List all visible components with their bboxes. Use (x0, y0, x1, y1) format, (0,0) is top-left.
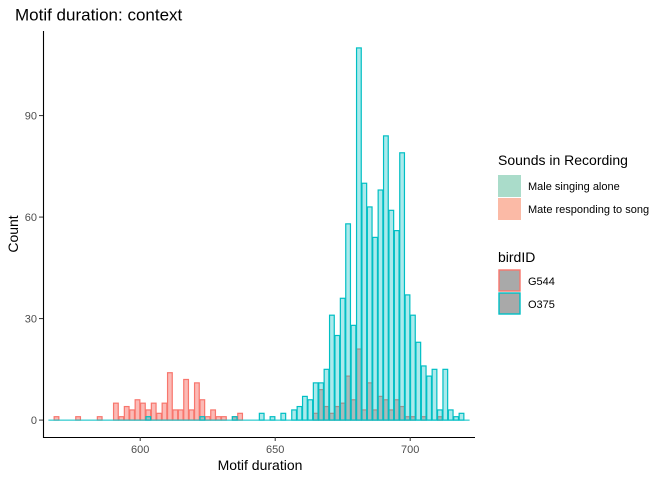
bars-layer (48, 47, 470, 421)
bar-o375-698 (404, 294, 411, 421)
bar-o375-644 (258, 412, 265, 421)
bar-g544-592 (118, 416, 125, 421)
bar-o375-694 (393, 230, 400, 421)
bar-g544-576 (75, 416, 82, 421)
x-tick-label-700: 700 (401, 444, 419, 456)
bar-o375-674 (339, 297, 346, 421)
bar-o375-682 (361, 182, 368, 421)
bar-o375-666 (318, 382, 325, 421)
bar-g544-614 (177, 409, 184, 421)
bar-o375-686 (372, 236, 379, 421)
x-tick-label-600: 600 (131, 444, 149, 456)
bar-o375-662 (307, 399, 314, 421)
x-tick-label-650: 650 (266, 444, 284, 456)
bar-o375-692 (388, 209, 395, 421)
bar-o375-704 (420, 365, 427, 421)
bar-o375-706 (426, 375, 433, 421)
bar-o375-696 (399, 152, 406, 421)
bar-g544-596 (129, 409, 136, 421)
bar-g544-610 (166, 372, 173, 421)
bar-o375-678 (350, 324, 357, 421)
bar-o375-652 (280, 412, 287, 421)
legend-key-mate-responding-to-song (498, 198, 521, 220)
bar-g544-600 (139, 402, 146, 421)
bar-o375-714 (447, 409, 454, 421)
bar-o375-658 (296, 405, 303, 421)
y-tick-label-0: 0 (31, 415, 37, 427)
bar-o375-680 (355, 47, 362, 421)
bar-o375-648 (269, 416, 276, 421)
bar-g544-630 (220, 416, 227, 421)
y-tick-label-30: 30 (25, 314, 37, 326)
bar-g544-624 (204, 416, 211, 421)
bar-g544-612 (172, 409, 179, 421)
bar-o375-668 (323, 368, 330, 421)
bar-g544-606 (156, 412, 163, 421)
x-ticks: 600 650 700 (131, 437, 419, 456)
bar-g544-598 (134, 399, 141, 421)
x-axis-title: Motif duration (218, 457, 303, 473)
bar-o375-708 (431, 368, 438, 421)
y-axis-title: Count (5, 215, 21, 252)
bar-o375-718 (458, 412, 465, 421)
y-tick-label-90: 90 (25, 111, 37, 123)
bar-g544-628 (215, 416, 222, 421)
bar-o375-710 (436, 409, 443, 421)
bar-o375-700 (409, 314, 416, 421)
y-tick-label-60: 60 (25, 212, 37, 224)
bar-o375-716 (453, 416, 460, 421)
bar-o375-634 (231, 416, 238, 421)
bar-o375-690 (382, 135, 389, 421)
legend-label-o375: O375 (528, 299, 555, 311)
bar-g544-590 (112, 402, 119, 421)
bar-g544-616 (183, 378, 190, 421)
bar-o375-656 (291, 409, 298, 421)
legend-color-title: birdID (498, 249, 535, 265)
legend-label-mate-responding-to-song: Mate responding to song (528, 204, 649, 216)
bar-g544-636 (237, 412, 244, 421)
bar-o375-670 (328, 314, 335, 421)
bar-g544-608 (161, 402, 168, 421)
legend-key-male-singing-alone (498, 175, 521, 197)
bar-o375-688 (377, 189, 384, 421)
bar-o375-712 (442, 368, 449, 421)
legend: Sounds in Recording Male singing alone M… (498, 152, 649, 315)
bar-g544-618 (188, 409, 195, 421)
bar-g544-584 (96, 416, 103, 421)
bar-g544-568 (53, 416, 60, 421)
bar-o375-660 (301, 395, 308, 421)
legend-key-o375 (498, 292, 521, 315)
plot-area: 0 30 60 90 600 650 700 (25, 31, 475, 456)
bar-o375-622 (199, 416, 206, 421)
bar-g544-604 (150, 402, 157, 421)
bar-g544-620 (193, 382, 200, 421)
bar-o375-702 (415, 341, 422, 421)
bar-o375-684 (366, 206, 373, 421)
legend-fill-title: Sounds in Recording (498, 152, 628, 168)
bar-o375-672 (334, 334, 341, 421)
bar-o375-664 (312, 382, 319, 421)
y-ticks: 0 30 60 90 (25, 111, 43, 427)
legend-label-male-singing-alone: Male singing alone (528, 181, 620, 193)
legend-key-g544 (498, 269, 521, 292)
bar-g544-626 (210, 409, 217, 421)
legend-label-g544: G544 (528, 276, 555, 288)
bar-g544-594 (123, 405, 130, 421)
bar-o375-676 (345, 223, 352, 421)
chart-title: Motif duration: context (15, 6, 183, 25)
bar-o375-602 (145, 416, 152, 421)
